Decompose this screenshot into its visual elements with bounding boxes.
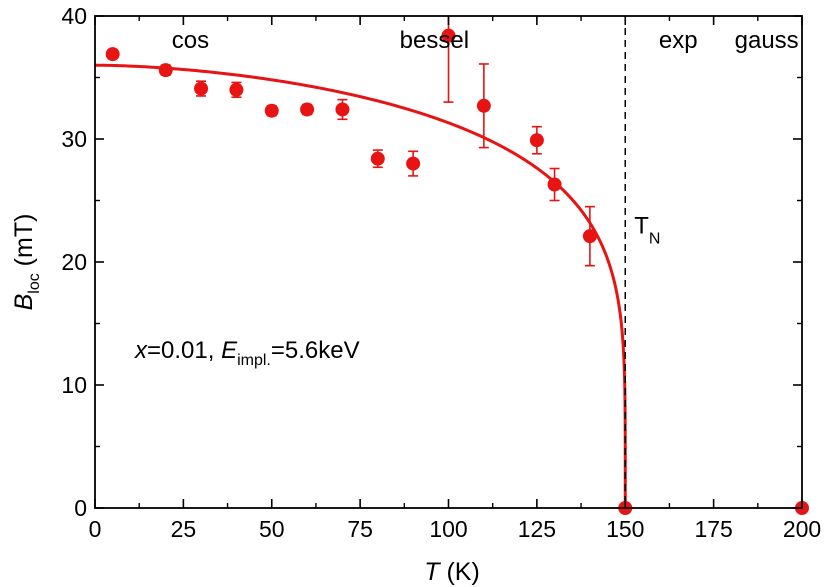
- data-points: [105, 28, 809, 515]
- data-point: [105, 47, 120, 62]
- x-axis-ticks: 0 25 50 75 100 125 150 175 200: [89, 16, 821, 542]
- fit-curve: [94, 63, 627, 508]
- y-axis-ticks: 0 10 20 30 40: [61, 3, 802, 521]
- data-point: [264, 103, 279, 118]
- x-tick-label: 25: [171, 516, 197, 542]
- y-tick-label: 20: [61, 249, 87, 275]
- data-point: [547, 177, 562, 192]
- region-label: gauss: [735, 27, 799, 54]
- x-tick-label: 75: [347, 516, 373, 542]
- y-axis-label: Bloc (mT): [10, 214, 43, 311]
- data-point: [476, 98, 491, 113]
- y-tick-label: 30: [61, 126, 87, 152]
- x-tick-label: 175: [694, 516, 732, 542]
- data-point: [335, 102, 350, 117]
- tn-label: TN: [634, 213, 660, 248]
- region-label: exp: [659, 27, 698, 54]
- data-point: [300, 102, 315, 117]
- data-point: [406, 156, 421, 171]
- sample-annotation: x=0.01, Eimpl.=5.6keV: [134, 337, 360, 369]
- region-label: bessel: [400, 27, 469, 54]
- x-tick-label: 200: [783, 516, 821, 542]
- fit-layer: [94, 63, 627, 508]
- y-tick-label: 0: [74, 495, 87, 521]
- data-point: [529, 133, 544, 148]
- x-tick-label: 150: [606, 516, 644, 542]
- x-tick-label: 125: [518, 516, 556, 542]
- x-tick-label: 0: [89, 516, 102, 542]
- data-point: [194, 81, 209, 96]
- data-point: [441, 28, 456, 43]
- data-point: [158, 63, 173, 78]
- y-tick-label: 10: [61, 372, 87, 398]
- x-tick-label: 50: [259, 516, 285, 542]
- data-point: [229, 82, 244, 97]
- y-tick-label: 40: [61, 3, 87, 29]
- x-axis-label: T (K): [424, 558, 480, 586]
- x-tick-label: 100: [429, 516, 467, 542]
- data-point: [370, 151, 385, 166]
- region-label: cos: [172, 27, 209, 54]
- error-bars: [160, 16, 595, 267]
- data-point: [582, 229, 597, 244]
- region-labels: cos bessel exp gauss: [172, 27, 799, 54]
